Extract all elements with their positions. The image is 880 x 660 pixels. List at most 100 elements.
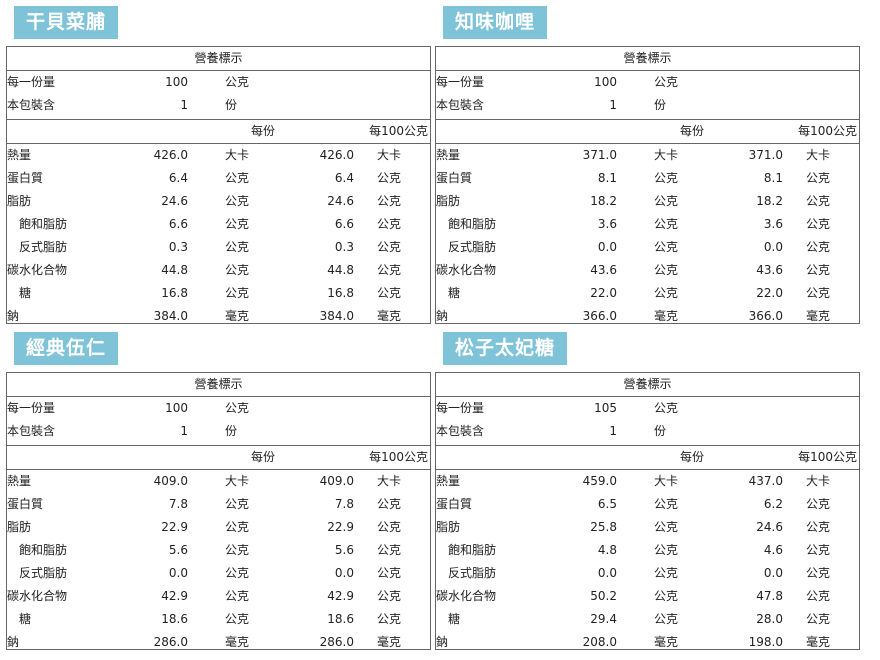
per-serving-unit: 毫克 bbox=[225, 635, 250, 649]
per-serving-value: 24.6 bbox=[161, 194, 188, 208]
per-100g-value: 8.1 bbox=[763, 171, 783, 185]
serving-size-value: 100 bbox=[165, 401, 188, 415]
per-serving-unit: 公克 bbox=[225, 497, 250, 511]
nutrient-row: 脂肪 24.6 公克 24.6 公克 bbox=[7, 190, 430, 213]
per-100g-value: 7.8 bbox=[334, 497, 354, 511]
per-100g-unit: 公克 bbox=[806, 612, 831, 626]
nutrition-table: 營養標示 每一份量 105 公克 本包裝含 1 份 每份 每100公克 熱量 45… bbox=[435, 372, 860, 650]
nutrient-row: 飽和脂肪 3.6 公克 3.6 公克 bbox=[436, 213, 859, 236]
per-serving-value: 371.0 bbox=[582, 148, 617, 162]
per-100g-value: 4.6 bbox=[763, 543, 783, 557]
per-100g-unit: 公克 bbox=[806, 566, 831, 580]
per-serving-unit: 公克 bbox=[225, 217, 250, 231]
nutrient-row: 鈉 384.0 毫克 384.0 毫克 bbox=[7, 305, 430, 328]
per-serving-unit: 公克 bbox=[654, 217, 679, 231]
nutrient-row: 脂肪 18.2 公克 18.2 公克 bbox=[436, 190, 859, 213]
serving-size-label: 每一份量 bbox=[7, 75, 56, 89]
per-serving-unit: 公克 bbox=[225, 194, 250, 208]
per-100g-value: 24.6 bbox=[327, 194, 354, 208]
nutrient-name: 糖 bbox=[19, 612, 32, 626]
per-100g-unit: 大卡 bbox=[377, 148, 402, 162]
per-100g-value: 384.0 bbox=[319, 309, 354, 323]
nutrient-name: 脂肪 bbox=[7, 194, 32, 208]
per-serving-value: 0.3 bbox=[168, 240, 188, 254]
per-100g-unit: 毫克 bbox=[377, 309, 402, 323]
nutrient-name: 蛋白質 bbox=[436, 171, 473, 185]
per-100g-value: 3.6 bbox=[763, 217, 783, 231]
servings-per-pack-value: 1 bbox=[609, 98, 617, 112]
serving-size-label: 每一份量 bbox=[7, 401, 56, 415]
per-100g-value: 6.2 bbox=[763, 497, 783, 511]
per-100g-unit: 大卡 bbox=[806, 474, 831, 488]
product-title: 知味咖哩 bbox=[443, 6, 548, 39]
servings-per-pack-label: 本包裝含 bbox=[7, 98, 56, 112]
per-100g-unit: 公克 bbox=[377, 171, 402, 185]
per-100g-unit: 公克 bbox=[377, 240, 402, 254]
nutrient-row: 碳水化合物 50.2 公克 47.8 公克 bbox=[436, 585, 859, 608]
nutrition-table: 營養標示 每一份量 100 公克 本包裝含 1 份 每份 每100公克 熱量 37… bbox=[435, 46, 860, 324]
per-serving-value: 16.8 bbox=[161, 286, 188, 300]
nutrient-name: 碳水化合物 bbox=[7, 589, 68, 603]
nutrient-row: 飽和脂肪 6.6 公克 6.6 公克 bbox=[7, 213, 430, 236]
per-serving-unit: 公克 bbox=[654, 286, 679, 300]
per-serving-unit: 公克 bbox=[654, 240, 679, 254]
nutrient-row: 熱量 459.0 大卡 437.0 大卡 bbox=[436, 470, 859, 493]
per-100g-unit: 公克 bbox=[806, 286, 831, 300]
nutrient-name: 糖 bbox=[448, 612, 461, 626]
nutrient-row: 蛋白質 8.1 公克 8.1 公克 bbox=[436, 167, 859, 190]
nutrient-rows: 熱量 459.0 大卡 437.0 大卡 蛋白質 6.5 公克 6.2 公克 脂肪 25.8 公克 24.… bbox=[436, 470, 859, 654]
per-serving-value: 286.0 bbox=[153, 635, 188, 649]
per-serving-unit: 公克 bbox=[654, 612, 679, 626]
per-serving-unit: 公克 bbox=[654, 194, 679, 208]
serving-size-value: 100 bbox=[594, 75, 617, 89]
servings-per-pack-row: 本包裝含 1 份 bbox=[436, 420, 859, 443]
table-header: 營養標示 bbox=[436, 47, 859, 71]
servings-per-pack-value: 1 bbox=[609, 424, 617, 438]
nutrition-table: 營養標示 每一份量 100 公克 本包裝含 1 份 每份 每100公克 熱量 40… bbox=[6, 372, 431, 650]
nutrient-name: 飽和脂肪 bbox=[19, 217, 68, 231]
serving-size-row: 每一份量 105 公克 bbox=[436, 397, 859, 420]
nutrient-name: 脂肪 bbox=[436, 194, 461, 208]
per-100g-unit: 公克 bbox=[806, 263, 831, 277]
per-100g-unit: 公克 bbox=[377, 612, 402, 626]
nutrient-name: 碳水化合物 bbox=[436, 263, 497, 277]
per-100g-unit: 毫克 bbox=[806, 635, 831, 649]
per-serving-unit: 大卡 bbox=[654, 474, 679, 488]
table-header: 營養標示 bbox=[7, 373, 430, 397]
per-serving-value: 18.6 bbox=[161, 612, 188, 626]
per-100g-value: 286.0 bbox=[319, 635, 354, 649]
nutrient-name: 蛋白質 bbox=[7, 497, 44, 511]
servings-per-pack-unit: 份 bbox=[225, 98, 238, 112]
per-100g-unit: 公克 bbox=[377, 543, 402, 557]
nutrient-row: 反式脂肪 0.0 公克 0.0 公克 bbox=[436, 236, 859, 259]
per-100g-unit: 公克 bbox=[377, 520, 402, 534]
nutrient-name: 脂肪 bbox=[436, 520, 461, 534]
per-100g-unit: 公克 bbox=[806, 497, 831, 511]
nutrient-name: 糖 bbox=[19, 286, 32, 300]
servings-per-pack-label: 本包裝含 bbox=[436, 98, 485, 112]
product-title: 干貝菜脯 bbox=[14, 6, 119, 39]
nutrient-name: 飽和脂肪 bbox=[448, 217, 497, 231]
nutrient-name: 反式脂肪 bbox=[19, 240, 68, 254]
servings-per-pack-value: 1 bbox=[180, 98, 188, 112]
per-serving-value: 384.0 bbox=[153, 309, 188, 323]
per-100g-header: 每100公克 bbox=[798, 450, 857, 464]
nutrient-name: 碳水化合物 bbox=[436, 589, 497, 603]
per-100g-unit: 公克 bbox=[806, 589, 831, 603]
per-serving-value: 4.8 bbox=[597, 543, 617, 557]
per-100g-unit: 大卡 bbox=[377, 474, 402, 488]
nutrition-table: 營養標示 每一份量 100 公克 本包裝含 1 份 每份 每100公克 熱量 42… bbox=[6, 46, 431, 324]
table-header: 營養標示 bbox=[7, 47, 430, 71]
per-100g-unit: 公克 bbox=[377, 566, 402, 580]
per-serving-header: 每份 bbox=[250, 450, 275, 464]
per-100g-unit: 公克 bbox=[377, 286, 402, 300]
nutrient-row: 蛋白質 6.5 公克 6.2 公克 bbox=[436, 493, 859, 516]
per-serving-value: 3.6 bbox=[597, 217, 617, 231]
per-serving-unit: 公克 bbox=[225, 589, 250, 603]
per-100g-value: 18.2 bbox=[756, 194, 783, 208]
per-100g-unit: 公克 bbox=[806, 543, 831, 557]
per-100g-header: 每100公克 bbox=[369, 124, 428, 138]
nutrient-row: 蛋白質 6.4 公克 6.4 公克 bbox=[7, 167, 430, 190]
per-serving-value: 18.2 bbox=[590, 194, 617, 208]
per-100g-value: 198.0 bbox=[748, 635, 783, 649]
